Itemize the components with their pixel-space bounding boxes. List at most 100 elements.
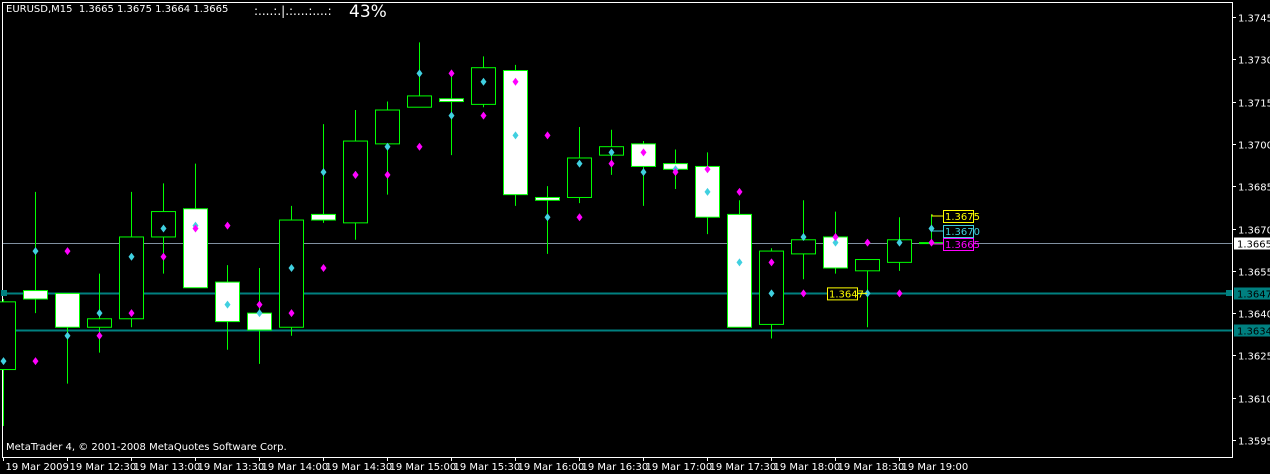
indicator-marker [224,300,231,309]
x-tick-label: 19 Mar 13:00 [134,462,201,473]
indicator-marker [96,331,103,340]
indicator-marker [736,187,743,196]
y-tick-label: 1.3625 [1238,352,1270,363]
price-level-label: 1.3634 [1237,327,1270,338]
candle [0,299,16,426]
candle-body [471,67,496,105]
indicator-marker [896,289,903,298]
meter-percent: 43% [349,2,387,22]
x-tick-label: 19 Mar 16:30 [582,462,649,473]
indicator-marker [128,309,135,318]
indicator-marker [96,309,103,318]
annotation-box [827,287,858,301]
annotation-connector [931,228,943,232]
tick-meter: :....:.|.:....:....: [254,4,332,18]
candle-body [311,213,336,221]
candle-body [791,239,816,255]
annotation-label: 1.3665 [945,240,980,251]
indicator-marker [192,224,199,233]
indicator-marker [256,309,263,318]
candle-body [87,318,112,328]
y-tick-label: 1.3730 [1238,56,1270,67]
indicator-marker [736,258,743,267]
candle-body [855,259,880,272]
indicator-marker [448,69,455,78]
candle-body [119,236,144,320]
candle [183,163,208,289]
x-tick-label: 19 Mar 18:00 [774,462,841,473]
indicator-marker [800,232,807,241]
candle-body [535,196,560,201]
indicator-marker [864,289,871,298]
x-tick-label: 19 Mar 12:30 [70,462,137,473]
annotation-label: 1.3675 [945,212,980,223]
annotation-box [943,238,974,251]
candle [119,191,144,328]
indicator-marker [640,148,647,157]
indicator-marker [224,221,231,230]
x-tick-label: 19 Mar 15:30 [454,462,521,473]
price-level-label: 1.3647 [1237,290,1270,301]
indicator-marker [608,159,615,168]
indicator-marker [832,238,839,247]
copyright-text: MetaTrader 4, © 2001-2008 MetaQuotes Sof… [6,442,287,453]
indicator-marker [672,168,679,177]
line-handle-left [1,290,7,296]
indicator-marker [544,213,551,222]
y-tick-label: 1.3715 [1238,99,1270,110]
annotation-label: 1.3647 [829,289,864,300]
x-tick-label: 19 Mar 18:30 [838,462,905,473]
indicator-marker [64,247,71,256]
indicator-marker [800,289,807,298]
annotation-connector [931,214,943,217]
indicator-marker [160,224,167,233]
candle [471,56,496,108]
candle-body [407,95,432,108]
indicator-marker [608,148,615,157]
annotation-connector [931,242,943,245]
y-tick-label: 1.3685 [1238,183,1270,194]
indicator-marker [768,258,775,267]
candle [55,292,80,384]
indicator-marker [352,170,359,179]
indicator-marker [0,357,7,366]
indicator-marker [512,77,519,86]
line-handle-right [1226,290,1232,296]
y-tick-label: 1.3670 [1238,226,1270,237]
indicator-marker [320,168,327,177]
indicator-marker [256,300,263,309]
indicator-marker [160,252,167,261]
indicator-marker [480,111,487,120]
symbol-timeframe: EURUSD,M15 [6,4,73,15]
candle-body [0,301,16,371]
indicator-marker [480,77,487,86]
y-tick-label: 1.3655 [1238,268,1270,279]
candle-body [23,290,48,300]
annotation-box [943,210,974,223]
indicator-marker [416,69,423,78]
indicator-marker [416,142,423,151]
y-tick-label: 1.3640 [1238,310,1270,321]
indicator-marker [288,309,295,318]
annotation-label: 1.3670 [945,227,980,238]
indicator-marker [576,159,583,168]
y-tick-label: 1.3700 [1238,141,1270,152]
indicator-marker [576,213,583,222]
x-tick-label: 19 Mar 17:00 [646,462,713,473]
x-tick-label: 19 Mar 17:30 [710,462,777,473]
price-level-label-bg [1234,237,1270,250]
candle-body [759,250,784,325]
indicator-marker [288,263,295,272]
x-tick-label: 19 Mar 2009 [6,462,69,473]
indicator-marker [64,331,71,340]
x-tick-label: 19 Mar 14:30 [326,462,393,473]
indicator-marker [704,187,711,196]
indicator-marker [544,131,551,140]
indicator-marker [832,232,839,241]
y-tick-label: 1.3745 [1238,14,1270,25]
candle-body [343,140,368,224]
candle-body [375,109,400,145]
y-tick-label: 1.3610 [1238,395,1270,406]
indicator-marker [384,170,391,179]
